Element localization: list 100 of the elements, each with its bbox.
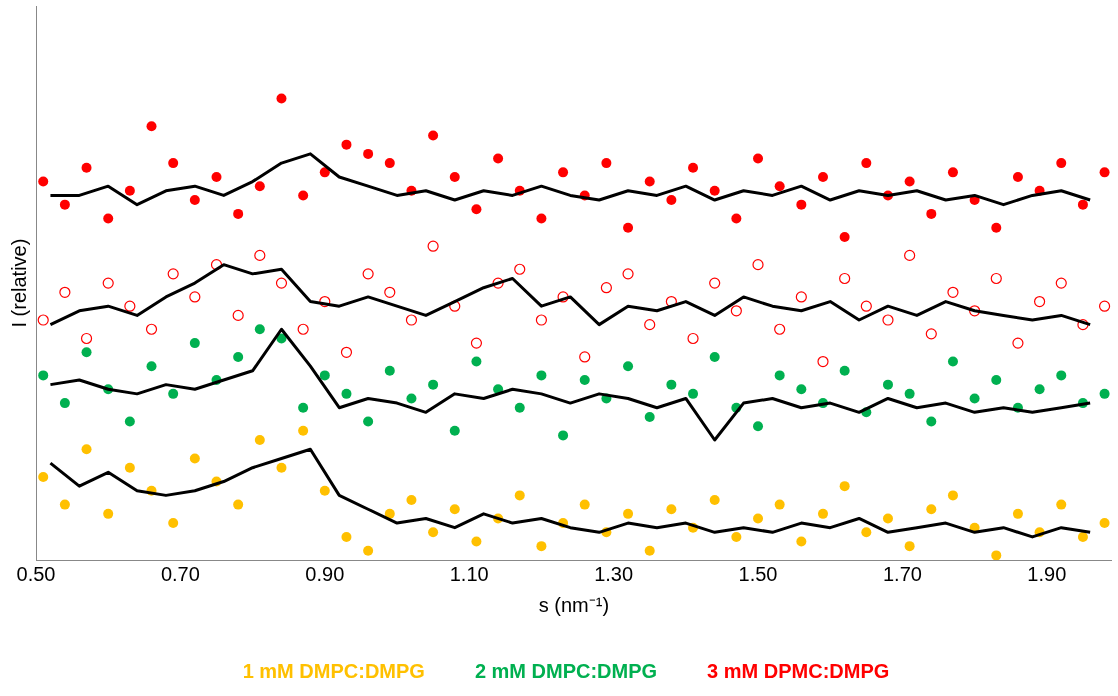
point [644,411,655,422]
point [232,309,244,321]
point [969,305,981,317]
point [406,495,417,506]
point [882,379,893,390]
point [579,375,590,386]
point [666,504,677,515]
point [103,213,114,224]
point [362,268,374,280]
text: 2 mM DMPC:DMPG [474,659,658,682]
point [211,171,222,182]
point [731,531,742,542]
point [1077,199,1088,210]
point [753,513,764,524]
point [991,550,1002,560]
point [1056,499,1067,510]
point [38,471,49,482]
point [254,181,265,192]
point [904,541,915,552]
point [189,338,200,349]
x-axis-title: s (nm⁻¹) [538,593,610,616]
point [1034,384,1045,395]
point [991,222,1002,233]
point [839,272,851,285]
point [644,319,656,331]
point [579,351,591,363]
point [623,361,634,372]
point [926,208,937,219]
point [644,545,655,556]
x-tick-label: 1.70 [882,562,922,585]
point [297,323,309,335]
point [558,430,569,441]
point [471,204,482,215]
point [904,249,916,262]
point [384,508,395,519]
point [37,314,49,326]
point [644,176,655,187]
point [146,121,157,132]
point [340,346,353,358]
point [731,213,742,224]
point [59,286,71,298]
point [319,167,330,178]
point [730,305,742,317]
point [428,527,439,538]
point [1034,295,1046,308]
point [795,291,807,303]
x-tick-label: 1.10 [449,562,489,585]
point [991,375,1002,386]
point [882,314,894,326]
point [124,462,135,473]
point [514,402,525,413]
point [1056,158,1067,169]
point [557,291,569,303]
point [947,356,958,367]
point [124,416,135,427]
point [38,370,49,381]
point [753,153,764,164]
point [449,171,460,182]
point [233,208,244,219]
point [774,370,785,381]
point [839,231,850,242]
point [990,272,1002,285]
point [146,361,157,372]
point [623,222,634,233]
point [796,536,807,547]
point [406,393,417,404]
point [839,481,850,492]
point [103,508,114,519]
point [861,527,872,538]
point [861,158,872,169]
point [189,195,200,206]
point [818,508,828,519]
x-tick-label: 1.30 [594,562,634,585]
point [254,249,266,262]
point [233,351,244,362]
point [298,402,309,413]
point [319,485,330,496]
point [1077,531,1088,542]
point [774,181,785,192]
point [1098,300,1111,312]
point [319,295,331,308]
point [1099,167,1110,178]
point [688,388,699,399]
point [80,332,93,345]
point [233,499,244,510]
point [384,365,395,376]
point [535,314,548,326]
point [774,499,785,510]
point [38,176,49,187]
point [124,300,136,312]
point [687,332,699,345]
x-tick-label: 1.50 [738,562,778,585]
point [81,444,92,455]
point [600,282,612,294]
point [1012,171,1023,182]
text: 1 mM DMPC:DMPG [242,659,425,682]
x-tick-label: 0.50 [16,562,56,585]
point [276,462,287,473]
point [168,158,179,169]
point [601,158,612,169]
